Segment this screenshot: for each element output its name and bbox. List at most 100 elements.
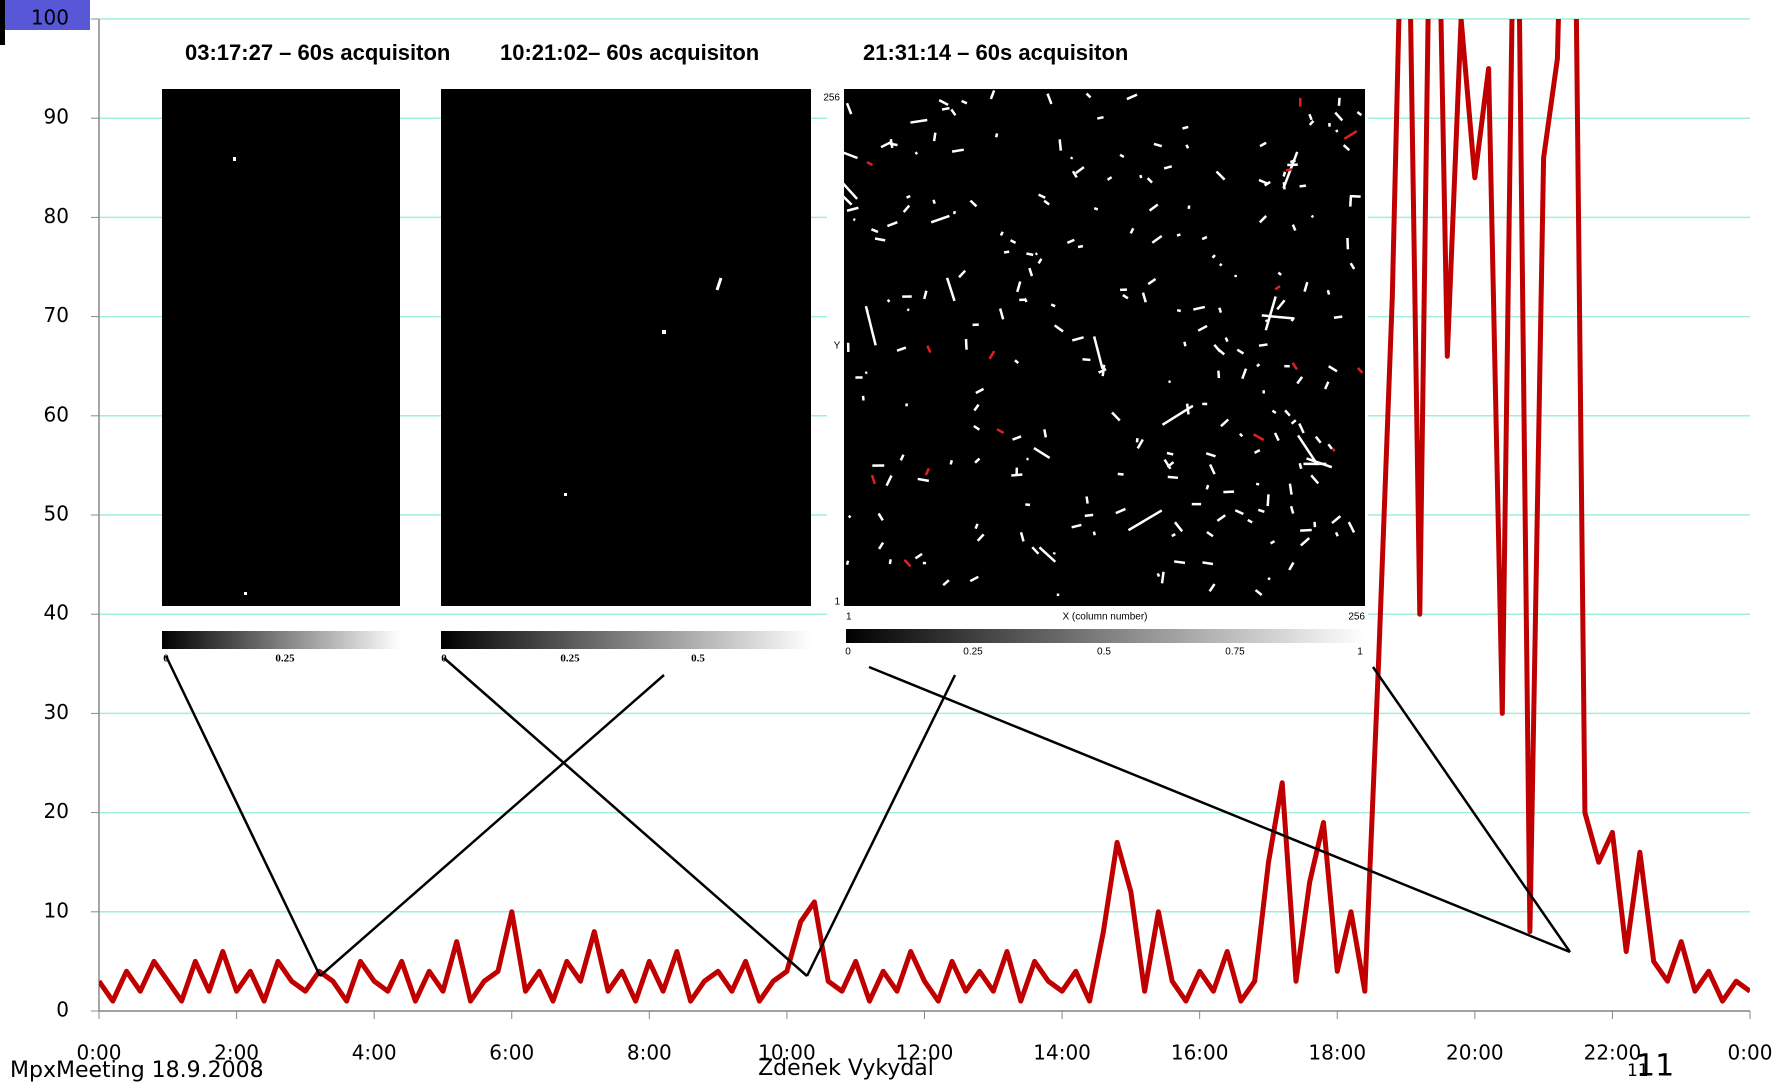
colorbar	[846, 629, 1365, 643]
slide: 01020304050607080901000:002:004:006:008:…	[0, 0, 1776, 1085]
track	[1220, 264, 1222, 266]
footer-left: MpxMeeting 18.9.2008	[10, 1058, 264, 1083]
x-tick-label: 20:00	[1446, 1041, 1504, 1065]
insets	[162, 85, 1368, 649]
colorbar-label: 0.25	[963, 647, 983, 658]
track	[1158, 573, 1159, 576]
inset-title: 10:21:02– 60s acquisiton	[500, 40, 759, 65]
connector	[166, 656, 320, 976]
track	[865, 372, 867, 373]
track	[1336, 532, 1338, 536]
y-tick-label: 80	[44, 204, 69, 228]
track	[1172, 534, 1175, 536]
track	[1290, 160, 1295, 162]
x-tick-label: 16:00	[1171, 1041, 1229, 1065]
track	[1184, 342, 1185, 347]
track	[847, 561, 848, 565]
track	[1336, 130, 1337, 132]
track	[1223, 492, 1234, 493]
x-tick-label: 14:00	[1033, 1041, 1091, 1065]
track	[1339, 98, 1340, 106]
x-tick-label: 8:00	[627, 1041, 672, 1065]
track	[934, 200, 935, 204]
track	[1286, 169, 1292, 170]
page-number: 11	[1636, 1049, 1674, 1084]
colorbar	[162, 631, 400, 649]
hit	[233, 157, 236, 161]
track	[1186, 145, 1188, 148]
x-axis-right: 256	[1348, 612, 1365, 623]
track	[1162, 572, 1163, 584]
track	[1218, 371, 1219, 378]
track	[996, 133, 997, 137]
track	[1182, 127, 1188, 129]
track	[1219, 308, 1221, 313]
y-tick-label: 0	[56, 998, 69, 1022]
colorbar-label: 0	[441, 653, 447, 665]
connectors	[166, 656, 1570, 976]
detector-image	[441, 89, 811, 606]
track	[1169, 381, 1171, 382]
hit	[564, 493, 567, 496]
connector	[807, 675, 955, 976]
y-tick-label: 60	[44, 402, 69, 426]
track	[1334, 317, 1342, 318]
track	[1167, 453, 1173, 454]
track	[1333, 449, 1334, 452]
track	[907, 309, 909, 310]
y-axis-top: 256	[823, 93, 840, 104]
x-tick-label: 6:00	[489, 1041, 534, 1065]
track	[1240, 434, 1242, 437]
y-tick-label: 70	[44, 303, 69, 327]
track	[915, 152, 917, 153]
track	[1290, 484, 1292, 495]
track	[951, 460, 952, 464]
track	[1300, 530, 1312, 531]
connector	[1373, 667, 1570, 952]
track	[1259, 344, 1268, 345]
track	[1311, 216, 1313, 217]
track	[1071, 157, 1072, 159]
y-axis-label: Y	[834, 341, 841, 352]
track	[934, 133, 935, 141]
track	[866, 311, 868, 312]
track	[849, 516, 851, 518]
track	[1082, 359, 1090, 360]
detector-image	[844, 89, 1365, 606]
x-tick-label: 4:00	[352, 1041, 397, 1065]
track	[1168, 477, 1178, 478]
track	[1328, 290, 1329, 294]
track	[1118, 474, 1124, 475]
track	[890, 559, 891, 564]
track	[1025, 298, 1027, 301]
y-tick-label: 50	[44, 502, 69, 526]
track	[1284, 182, 1285, 189]
footer-center: Zdenek Vykydal	[758, 1056, 934, 1081]
y-tick-label: 100	[31, 6, 69, 30]
colorbar-label: 0.75	[1225, 647, 1245, 658]
track	[1174, 561, 1185, 562]
track	[1300, 463, 1302, 469]
detector-image	[162, 89, 400, 606]
colorbar-label: 1	[1357, 647, 1363, 658]
inset-title: 03:17:27 – 60s acquisiton	[185, 40, 450, 65]
track	[1350, 196, 1351, 207]
track	[1268, 578, 1270, 580]
x-tick-label: 18:00	[1308, 1041, 1366, 1065]
track	[1266, 320, 1267, 322]
track	[1177, 234, 1180, 235]
track	[1087, 497, 1088, 504]
track	[1001, 232, 1003, 236]
track	[1004, 252, 1009, 253]
track	[1140, 175, 1141, 178]
track	[1094, 532, 1095, 536]
colorbar-label: 0.25	[275, 653, 295, 665]
track	[888, 300, 890, 302]
colorbar	[441, 631, 811, 649]
track	[942, 108, 949, 109]
track	[1060, 139, 1061, 150]
track	[1226, 338, 1228, 342]
x-axis-left: 1	[846, 612, 852, 623]
colorbar-label: 0.5	[1097, 647, 1111, 658]
track	[907, 196, 911, 198]
